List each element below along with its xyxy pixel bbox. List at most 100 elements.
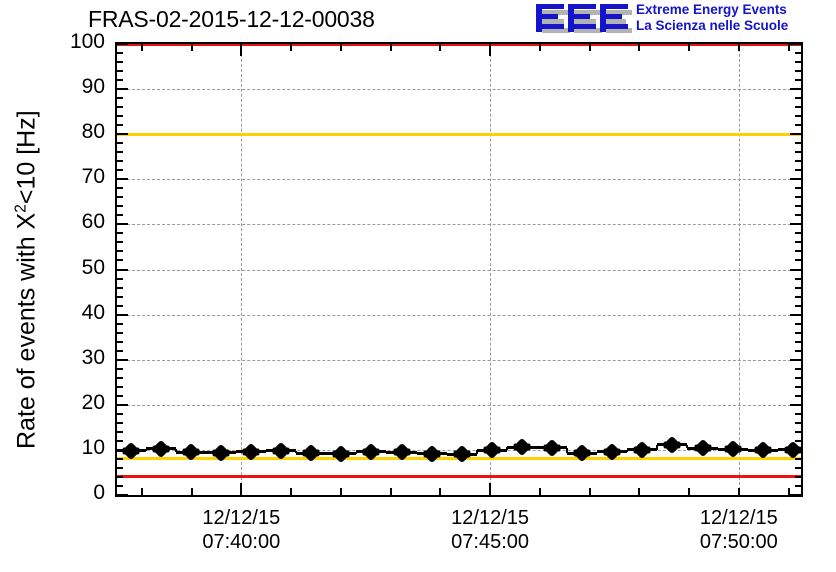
y-axis-minor-tick [117, 322, 123, 325]
y-axis-minor-tick [117, 115, 123, 118]
eee-logo: Extreme Energy Events La Scienza nelle S… [536, 2, 836, 38]
x-axis-tick-label-date: 12/12/15 [202, 507, 281, 529]
data-point-marker [452, 445, 471, 464]
y-axis-minor-tick [117, 106, 123, 109]
data-step-connector [686, 444, 689, 449]
y-axis-minor-tick [117, 340, 123, 343]
reference-line-upper-red-limit [117, 44, 801, 46]
data-point-marker [512, 437, 532, 457]
y-axis-minor-tick [117, 286, 123, 289]
y-axis-minor-tick-right [795, 160, 801, 163]
y-axis-minor-tick [117, 421, 123, 424]
y-axis-major-tick-right [790, 223, 801, 226]
y-axis-minor-tick [117, 394, 123, 397]
y-axis-minor-tick [117, 376, 123, 379]
grid-line-horizontal [117, 404, 801, 406]
y-axis-minor-tick-right [795, 394, 801, 397]
y-axis-minor-tick [117, 214, 123, 217]
y-axis-minor-tick-right [795, 475, 801, 478]
x-axis-minor-tick [290, 488, 293, 495]
y-axis-minor-tick [117, 412, 123, 415]
y-axis-major-tick-right [790, 358, 801, 361]
x-axis-minor-tick [339, 488, 342, 495]
data-step-connector [235, 451, 238, 453]
x-axis-major-tick [489, 483, 492, 495]
y-axis-minor-tick-right [795, 106, 801, 109]
data-step-connector [355, 451, 358, 454]
y-axis-minor-tick-right [795, 349, 801, 352]
data-step-connector [566, 447, 569, 454]
y-axis-minor-tick [117, 151, 123, 154]
y-axis-minor-tick-right [795, 241, 801, 244]
y-axis-major-tick [117, 313, 128, 316]
y-axis-tick-label: 60 [81, 210, 105, 234]
data-step-connector [535, 447, 538, 449]
y-axis-minor-tick-right [795, 259, 801, 262]
y-axis-tick-label: 10 [81, 435, 105, 459]
y-axis-minor-tick-right [795, 304, 801, 307]
x-axis-minor-tick-top [588, 44, 591, 51]
x-axis-major-tick-top [489, 44, 492, 56]
y-axis-minor-tick-right [795, 61, 801, 64]
data-step-connector [626, 449, 629, 452]
grid-line-horizontal [117, 359, 801, 361]
y-axis-minor-tick-right [795, 232, 801, 235]
y-axis-minor-tick [117, 259, 123, 262]
y-axis-minor-tick-right [795, 70, 801, 73]
data-step-connector [204, 452, 207, 454]
y-axis-major-tick-right [790, 403, 801, 406]
y-axis-major-tick [117, 448, 128, 451]
y-axis-tick-label: 100 [69, 30, 105, 53]
y-axis-minor-tick-right [795, 142, 801, 145]
y-axis-minor-tick-right [795, 286, 801, 289]
x-axis-minor-tick-top [339, 44, 342, 51]
reference-line-upper-yellow-limit [117, 132, 801, 136]
y-axis-minor-tick [117, 241, 123, 244]
x-axis-tick-label-time: 07:40:00 [202, 531, 281, 553]
y-axis-major-tick-right [790, 268, 801, 271]
y-axis-major-tick [117, 494, 128, 495]
grid-line-vertical [241, 44, 243, 495]
data-point-marker [542, 438, 562, 457]
reference-line-lower-red-limit [117, 475, 801, 479]
y-axis-tick-label: 70 [81, 165, 105, 189]
y-axis-minor-tick [117, 52, 123, 55]
x-axis-minor-tick [538, 488, 541, 495]
grid-line-horizontal [117, 314, 801, 316]
y-axis-minor-tick-right [795, 124, 801, 127]
y-axis-minor-tick-right [795, 52, 801, 55]
plot-frame [115, 42, 803, 497]
y-axis-tick-label: 30 [81, 345, 105, 369]
x-axis-minor-tick [439, 488, 442, 495]
plot-area [117, 44, 801, 495]
y-axis-minor-tick-right [795, 250, 801, 253]
y-axis-minor-tick [117, 187, 123, 190]
y-axis-minor-tick [117, 475, 123, 478]
y-axis-minor-tick-right [795, 457, 801, 460]
x-axis-minor-tick [389, 488, 392, 495]
x-axis-major-tick-top [240, 44, 243, 56]
y-axis-tick-label: 20 [81, 390, 105, 414]
chart-title: FRAS-02-2015-12-12-00038 [88, 6, 375, 32]
y-axis-minor-tick-right [795, 322, 801, 325]
data-step-connector [716, 448, 719, 450]
data-step-connector [776, 449, 779, 451]
grid-line-horizontal [117, 179, 801, 181]
data-step-connector [144, 448, 147, 451]
y-axis-tick-label: 90 [81, 75, 105, 99]
data-step-connector [445, 453, 448, 455]
x-axis-minor-tick-top [638, 44, 641, 51]
y-axis-major-tick-right [790, 178, 801, 181]
y-axis-major-tick-right [790, 448, 801, 451]
y-axis-minor-tick [117, 295, 123, 298]
y-axis-minor-tick [117, 205, 123, 208]
x-axis-major-tick [240, 483, 243, 495]
y-axis-major-tick-right [790, 44, 801, 45]
y-axis-minor-tick-right [795, 412, 801, 415]
y-axis-tick-label: 80 [81, 120, 105, 144]
y-axis-major-tick [117, 88, 128, 91]
y-axis-minor-tick [117, 457, 123, 460]
data-step-connector [174, 448, 177, 453]
y-axis-major-tick-right [790, 313, 801, 316]
